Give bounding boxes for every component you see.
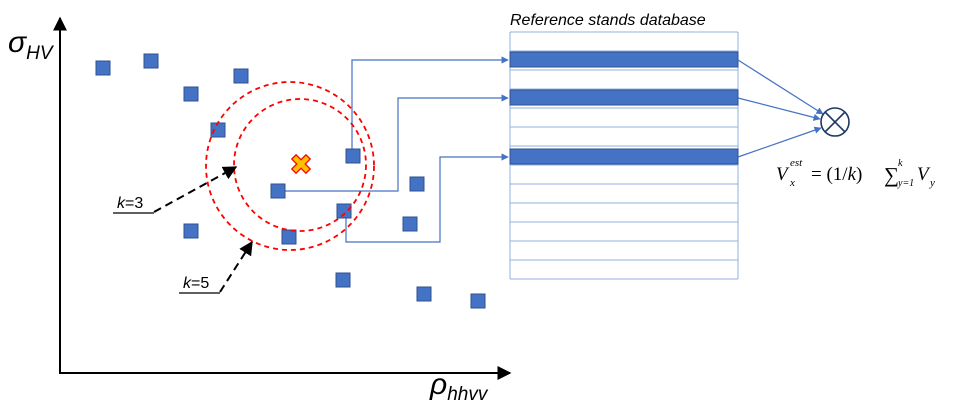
database-title: Reference stands database [510,12,706,29]
agg-link-3 [737,126,822,158]
reference-point [270,183,286,199]
database-rows [509,31,739,280]
k3-label-k: k [117,195,126,212]
query-point [290,153,312,175]
reference-point [335,272,351,288]
formula-term: V [917,164,931,185]
reference-point [281,229,297,245]
y-axis-label: σHV [8,26,55,64]
reference-point [95,60,111,76]
agg-link-2 [737,97,821,121]
agg-link-1 [737,59,824,115]
matched-row-3 [509,148,739,165]
reference-point [233,68,249,84]
k5-arrow [219,240,253,293]
formula-lhs-sub: x [789,177,795,189]
neighbourhood-circles [205,81,375,251]
link-row-3 [345,153,509,243]
formula-sum-lower: y=1 [897,178,914,189]
x-axis-label: ρhhvv [429,368,489,405]
svg-text:V: V [776,164,790,185]
matched-row-1 [509,51,739,68]
neighbour-links [278,56,509,243]
formula-sum-upper: k [898,158,903,169]
reference-point [183,86,199,102]
circle-k3 [233,98,367,232]
reference-point [402,216,418,232]
reference-point [143,53,159,69]
formula-lhs: V [776,164,790,185]
k3-arrow [153,166,238,213]
k3-label-rest: =3 [125,195,143,212]
link-row-2 [278,94,509,192]
k5-label: k=5 [183,275,209,292]
reference-point [409,176,425,192]
k5-label-group: k=5 [179,240,253,294]
reference-point [183,223,199,239]
estimate-formula: V est x = (1/k) ∑ k y=1 V y [776,157,935,189]
reference-point [210,122,226,138]
k3-label-group: k=3 [113,166,238,214]
formula-rhs-close: ) [856,164,862,185]
reference-points [95,53,486,309]
k5-label-rest: =5 [191,275,209,292]
reference-point [345,148,361,164]
formula-term-sub: y [929,177,935,189]
formula-rhs-prefix: = (1/ [811,164,848,185]
database-table: Reference stands database [509,12,739,280]
svg-text:= (1/k): = (1/k) [811,164,862,185]
combine-symbol [820,107,850,137]
reference-point [416,286,432,302]
x-axis-subscript: hhvv [447,384,489,405]
matched-row-2 [509,89,739,106]
k3-label: k=3 [117,195,143,212]
x-axis-symbol: ρ [429,368,447,401]
circle-k5 [205,81,375,251]
aggregation-links [737,59,824,158]
reference-point [336,203,352,219]
link-row-1 [351,56,509,156]
formula-sum: ∑ [884,163,899,187]
k5-label-k: k [183,275,192,292]
y-axis-subscript: HV [26,43,55,64]
axes [53,16,512,380]
reference-point [470,293,486,309]
formula-lhs-sup: est [790,157,803,169]
formula-rhs-k: k [848,164,857,185]
y-axis-symbol: σ [8,26,28,59]
